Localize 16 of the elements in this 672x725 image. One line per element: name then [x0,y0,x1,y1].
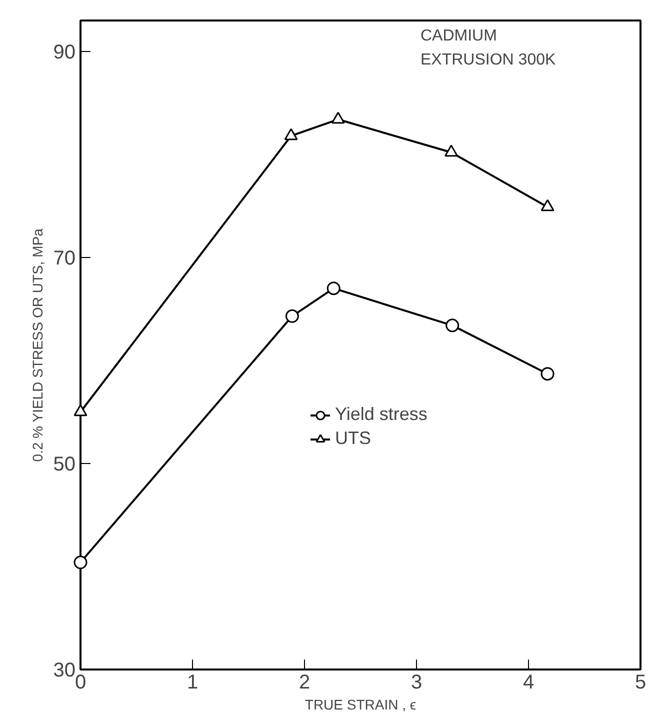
legend-label: UTS [335,428,371,449]
x-tick-label: 2 [298,672,310,694]
x-tick-label: 4 [522,672,534,694]
x-tick-label: 5 [634,672,646,694]
y-tick-label: 70 [53,247,76,270]
x-tick-label: 1 [186,672,198,694]
y-axis-title: 0.2 % YIELD STRESS OR UTS, MPa [29,228,46,462]
annotation: EXTRUSION 300K [420,52,556,68]
x-tick-label: 3 [410,672,422,694]
annotation: CADMIUM [420,28,497,44]
legend-label: Yield stress [335,404,428,425]
x-tick-label: 0 [74,672,86,694]
x-axis-title: TRUE STRAIN , ϵ [304,696,416,712]
y-tick-label: 90 [53,41,76,64]
y-tick-label: 50 [53,453,76,476]
y-tick-label: 30 [53,660,76,682]
